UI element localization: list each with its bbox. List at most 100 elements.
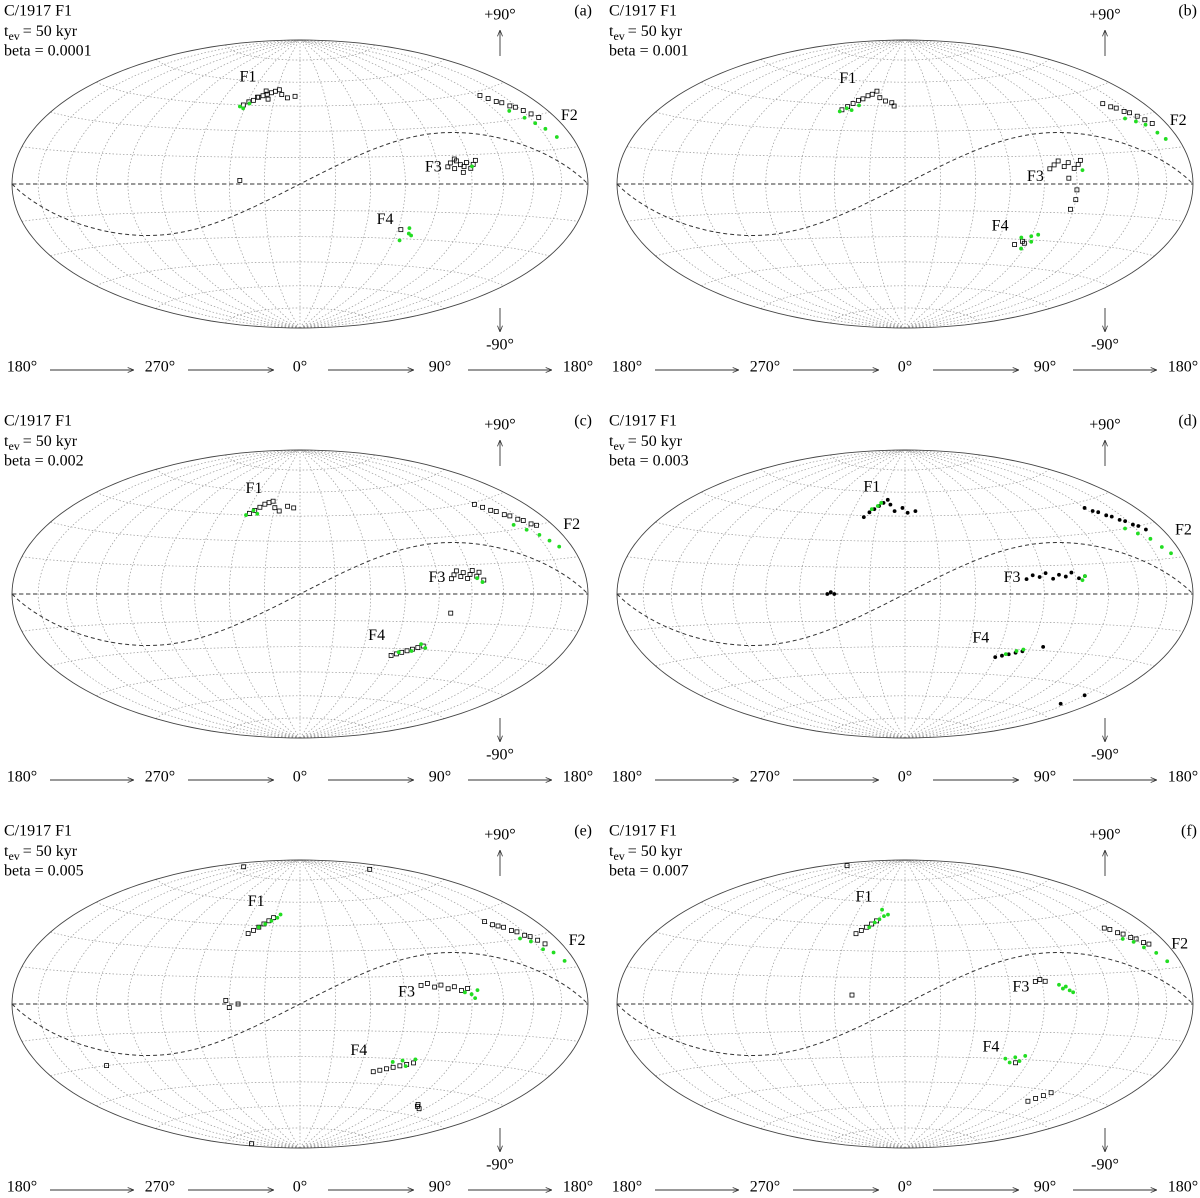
- panel: F1 F2 F3 F4 C/1917 F1 tev = 50 kyr beta = 0.007…: [609, 823, 1198, 1196]
- green-particle: [1063, 984, 1068, 989]
- green-particle: [1165, 959, 1170, 964]
- particle: [458, 574, 464, 579]
- grid-parallel: [830, 44, 980, 61]
- x-tick-label: 90°: [429, 1179, 451, 1196]
- particle: [490, 922, 495, 928]
- y-tick-label: +90°: [484, 417, 515, 434]
- reference-plane: [11, 952, 589, 1056]
- particle: [853, 931, 859, 937]
- green-particle: [867, 925, 872, 930]
- stray-particle: [1068, 206, 1073, 212]
- green-particle: [1019, 235, 1024, 240]
- particle: [460, 570, 466, 576]
- cluster-label: F3: [1004, 569, 1021, 586]
- particle: [279, 92, 285, 97]
- green-particle: [875, 504, 880, 508]
- particle: [1130, 522, 1135, 527]
- x-tick-label: 0°: [898, 769, 912, 786]
- grid-parallel: [21, 620, 579, 632]
- time-subscript: ev: [8, 849, 19, 863]
- grid-parallel: [701, 261, 1109, 287]
- particle: [1024, 577, 1029, 582]
- stray-particle: [235, 1001, 241, 1007]
- grid-parallel: [21, 1030, 579, 1042]
- cluster-label: F2: [1170, 112, 1187, 129]
- particle: [499, 100, 505, 106]
- stray-particle: [832, 592, 837, 596]
- green-particle: [237, 104, 242, 109]
- grid-parallel: [50, 521, 550, 542]
- particle: [1065, 160, 1071, 166]
- cluster-label: F1: [239, 68, 256, 85]
- cluster-label: F1: [856, 888, 873, 905]
- green-particle: [1013, 1055, 1018, 1060]
- y-tick-label: -90°: [486, 1157, 514, 1174]
- particle: [528, 111, 534, 117]
- grid-meridian: [299, 449, 563, 739]
- stray-particle: [226, 1005, 232, 1011]
- green-particle: [403, 1064, 408, 1069]
- grid-parallel: [655, 521, 1155, 542]
- particle: [1063, 574, 1068, 579]
- particle: [1090, 509, 1095, 513]
- green-particle: [507, 109, 512, 113]
- stray-particle: [1033, 1096, 1039, 1101]
- green-particle: [1017, 1059, 1022, 1064]
- particle: [482, 919, 487, 925]
- x-tick-label: 90°: [429, 359, 451, 376]
- particle: [1133, 936, 1139, 942]
- green-particle: [533, 121, 538, 126]
- green-particle: [407, 226, 412, 231]
- particle: [1047, 166, 1053, 172]
- green-particle: [475, 576, 480, 581]
- time-subscript: ev: [613, 29, 624, 43]
- particle: [276, 87, 282, 93]
- particle: [865, 93, 871, 99]
- particle: [527, 934, 533, 940]
- particle: [269, 90, 274, 96]
- green-particle: [869, 507, 874, 512]
- particle: [493, 509, 499, 514]
- stray-particle: [849, 992, 855, 998]
- grid-meridian: [904, 859, 1168, 1149]
- x-tick-label: 0°: [898, 359, 912, 376]
- reference-plane: [11, 542, 589, 646]
- particle: [1074, 187, 1080, 193]
- particle: [493, 99, 499, 104]
- x-tick-label: 180°: [7, 769, 37, 786]
- cluster-label: F1: [246, 480, 263, 497]
- green-particle: [557, 544, 562, 549]
- y-tick-label: +90°: [484, 827, 515, 844]
- green-particle: [877, 917, 882, 922]
- grid-meridian: [264, 859, 301, 1149]
- particle: [285, 503, 291, 509]
- particle: [1127, 110, 1132, 116]
- beta-label: beta = 0.0001: [4, 43, 92, 60]
- time-symbol: t: [4, 843, 9, 860]
- particle: [509, 928, 514, 933]
- time-symbol: t: [4, 433, 9, 450]
- x-tick-label: 180°: [563, 359, 593, 376]
- cluster-label: F1: [248, 893, 265, 910]
- grid-meridian: [299, 859, 563, 1149]
- time-subscript: ev: [613, 439, 624, 453]
- stray-particle: [1048, 1090, 1054, 1096]
- particle: [256, 924, 262, 930]
- particle: [469, 568, 475, 573]
- x-tick-label: 180°: [563, 769, 593, 786]
- green-particle: [263, 922, 268, 926]
- stray-particle: [1082, 693, 1087, 698]
- green-particle: [518, 936, 522, 941]
- x-tick-label: 270°: [145, 1179, 175, 1196]
- particle: [501, 924, 506, 930]
- grid-parallel: [701, 1081, 1109, 1107]
- panel: F1 F2 F3 F4 C/1917 F1 tev = 50 kyr beta = 0.002…: [4, 413, 593, 786]
- particle: [1100, 101, 1106, 107]
- beta-label: beta = 0.002: [4, 453, 84, 470]
- time-text: = 50 kyr: [628, 433, 683, 450]
- green-particle: [469, 992, 474, 997]
- particle: [1051, 162, 1057, 168]
- green-particle: [543, 126, 548, 131]
- grid-meridian: [642, 449, 906, 739]
- particle: [447, 160, 453, 166]
